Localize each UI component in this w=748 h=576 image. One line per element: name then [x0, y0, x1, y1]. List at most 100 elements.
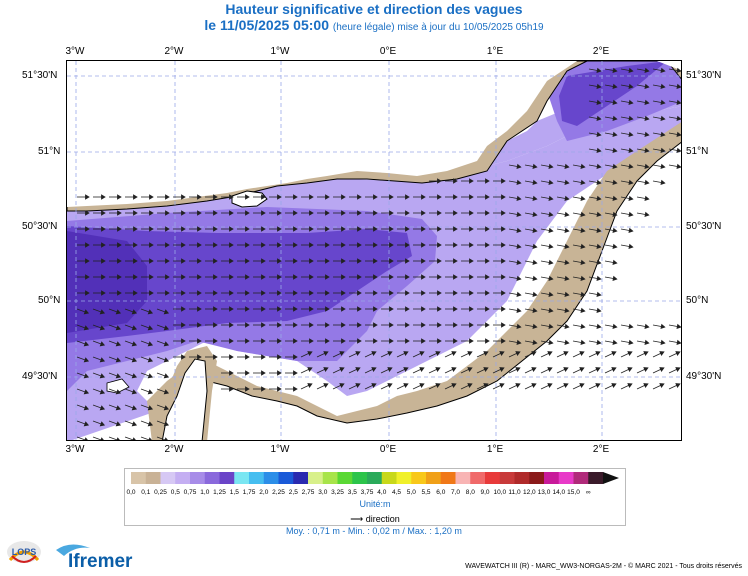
direction-arrowhead [548, 227, 554, 233]
direction-arrowhead [644, 179, 650, 185]
direction-arrowhead [373, 194, 378, 200]
direction-arrowhead [627, 351, 633, 356]
graticule [67, 61, 681, 440]
direction-arrowhead [323, 383, 329, 388]
direction-arrowhead [99, 405, 106, 411]
direction-arrowhead [197, 210, 202, 216]
direction-arrowhead [580, 339, 586, 345]
direction-arrowhead [307, 351, 313, 356]
direction-arrowhead [469, 290, 474, 296]
direction-arrowhead [373, 210, 378, 216]
direction-arrowhead [628, 67, 634, 73]
direction-arrowhead [516, 163, 522, 169]
lon-label-top: 2°E [592, 46, 610, 57]
direction-arrowhead [245, 322, 250, 328]
direction-arrowhead [83, 357, 90, 363]
direction-arrowhead [245, 226, 250, 232]
direction-arrowhead [485, 210, 490, 216]
direction-arrowhead [149, 210, 154, 216]
direction-arrowhead [100, 437, 104, 440]
direction-arrowhead [483, 383, 489, 388]
direction-arrowhead [453, 242, 458, 248]
direction-arrowhead [675, 367, 681, 372]
direction-arrowhead [437, 290, 442, 296]
direction-arrowhead [181, 242, 186, 248]
direction-arrowhead [147, 325, 154, 331]
direction-arrowhead [117, 242, 122, 248]
legend-swatch [234, 472, 250, 484]
direction-arrowhead [117, 258, 122, 264]
direction-arrowhead [309, 210, 314, 216]
direction-arrowhead [277, 194, 282, 200]
direction-arrowhead [325, 290, 330, 296]
direction-arrowhead [85, 274, 90, 280]
lat-label-right: 50°N [686, 295, 709, 306]
direction-arrowhead [229, 210, 234, 216]
direction-arrowhead [660, 131, 666, 137]
direction-arrowhead [548, 339, 554, 345]
direction-arrowhead [596, 323, 602, 329]
direction-arrowhead [580, 211, 586, 217]
legend-swatch [131, 472, 147, 484]
legend-label: 9,0 [480, 489, 490, 496]
direction-arrowhead [612, 243, 618, 249]
direction-arrowhead [644, 131, 650, 137]
direction-arrowhead [357, 274, 362, 280]
direction-arrowhead [485, 290, 490, 296]
direction-arrowhead [421, 210, 426, 216]
lat-label-right: 51°N [686, 146, 709, 157]
direction-arrowhead [277, 258, 282, 264]
direction-arrowhead [389, 226, 394, 232]
direction-arrowhead [147, 405, 154, 411]
direction-arrowhead [323, 367, 329, 372]
legend-swatch [322, 472, 338, 484]
direction-arrowhead [293, 338, 298, 344]
direction-arrowhead [405, 194, 410, 200]
direction-arrowhead [469, 226, 474, 232]
direction-arrowhead [564, 275, 570, 281]
legend-label: 2,25 [272, 489, 285, 496]
direction-arrowhead [596, 131, 602, 137]
direction-arrowhead [659, 351, 665, 356]
direction-arrowhead [245, 242, 250, 248]
map-frame [66, 60, 682, 441]
direction-arrowhead [469, 258, 474, 264]
direction-arrowhead [469, 274, 474, 280]
direction-arrowhead [627, 383, 633, 388]
direction-arrowhead [580, 275, 586, 281]
legend-direction: ⟶ direction [125, 514, 625, 525]
direction-arrowhead [421, 242, 426, 248]
direction-arrowhead [532, 291, 538, 297]
direction-arrowhead [515, 383, 521, 388]
direction-arrowhead [676, 83, 681, 89]
direction-arrowhead [357, 306, 362, 312]
direction-arrowhead [628, 131, 634, 137]
direction-arrowhead [644, 323, 650, 329]
direction-arrowhead [133, 242, 138, 248]
direction-arrowhead [612, 339, 618, 345]
direction-arrowhead [596, 291, 602, 297]
direction-arrowhead [371, 351, 377, 356]
direction-arrowhead [485, 226, 490, 232]
direction-arrowhead [501, 210, 506, 216]
direction-arrowhead [676, 115, 681, 121]
direction-arrowhead [197, 354, 202, 360]
direction-arrowhead [419, 367, 425, 372]
legend-label: 3,0 [318, 489, 328, 496]
direction-arrowhead [357, 194, 362, 200]
direction-arrowhead [676, 67, 681, 73]
direction-arrowhead [163, 341, 170, 347]
direction-arrowhead [421, 258, 426, 264]
legend-swatch [514, 472, 530, 484]
direction-arrowhead [115, 389, 122, 395]
direction-arrowhead [612, 179, 618, 185]
direction-arrowhead [229, 258, 234, 264]
lon-label-top: 2°W [164, 46, 184, 57]
land-england-white [67, 61, 681, 207]
direction-arrowhead [261, 258, 266, 264]
legend-swatch [278, 472, 294, 484]
direction-arrowhead [660, 83, 666, 89]
direction-arrowhead [371, 383, 377, 388]
direction-arrowhead [563, 367, 569, 372]
direction-arrowhead [163, 325, 170, 331]
